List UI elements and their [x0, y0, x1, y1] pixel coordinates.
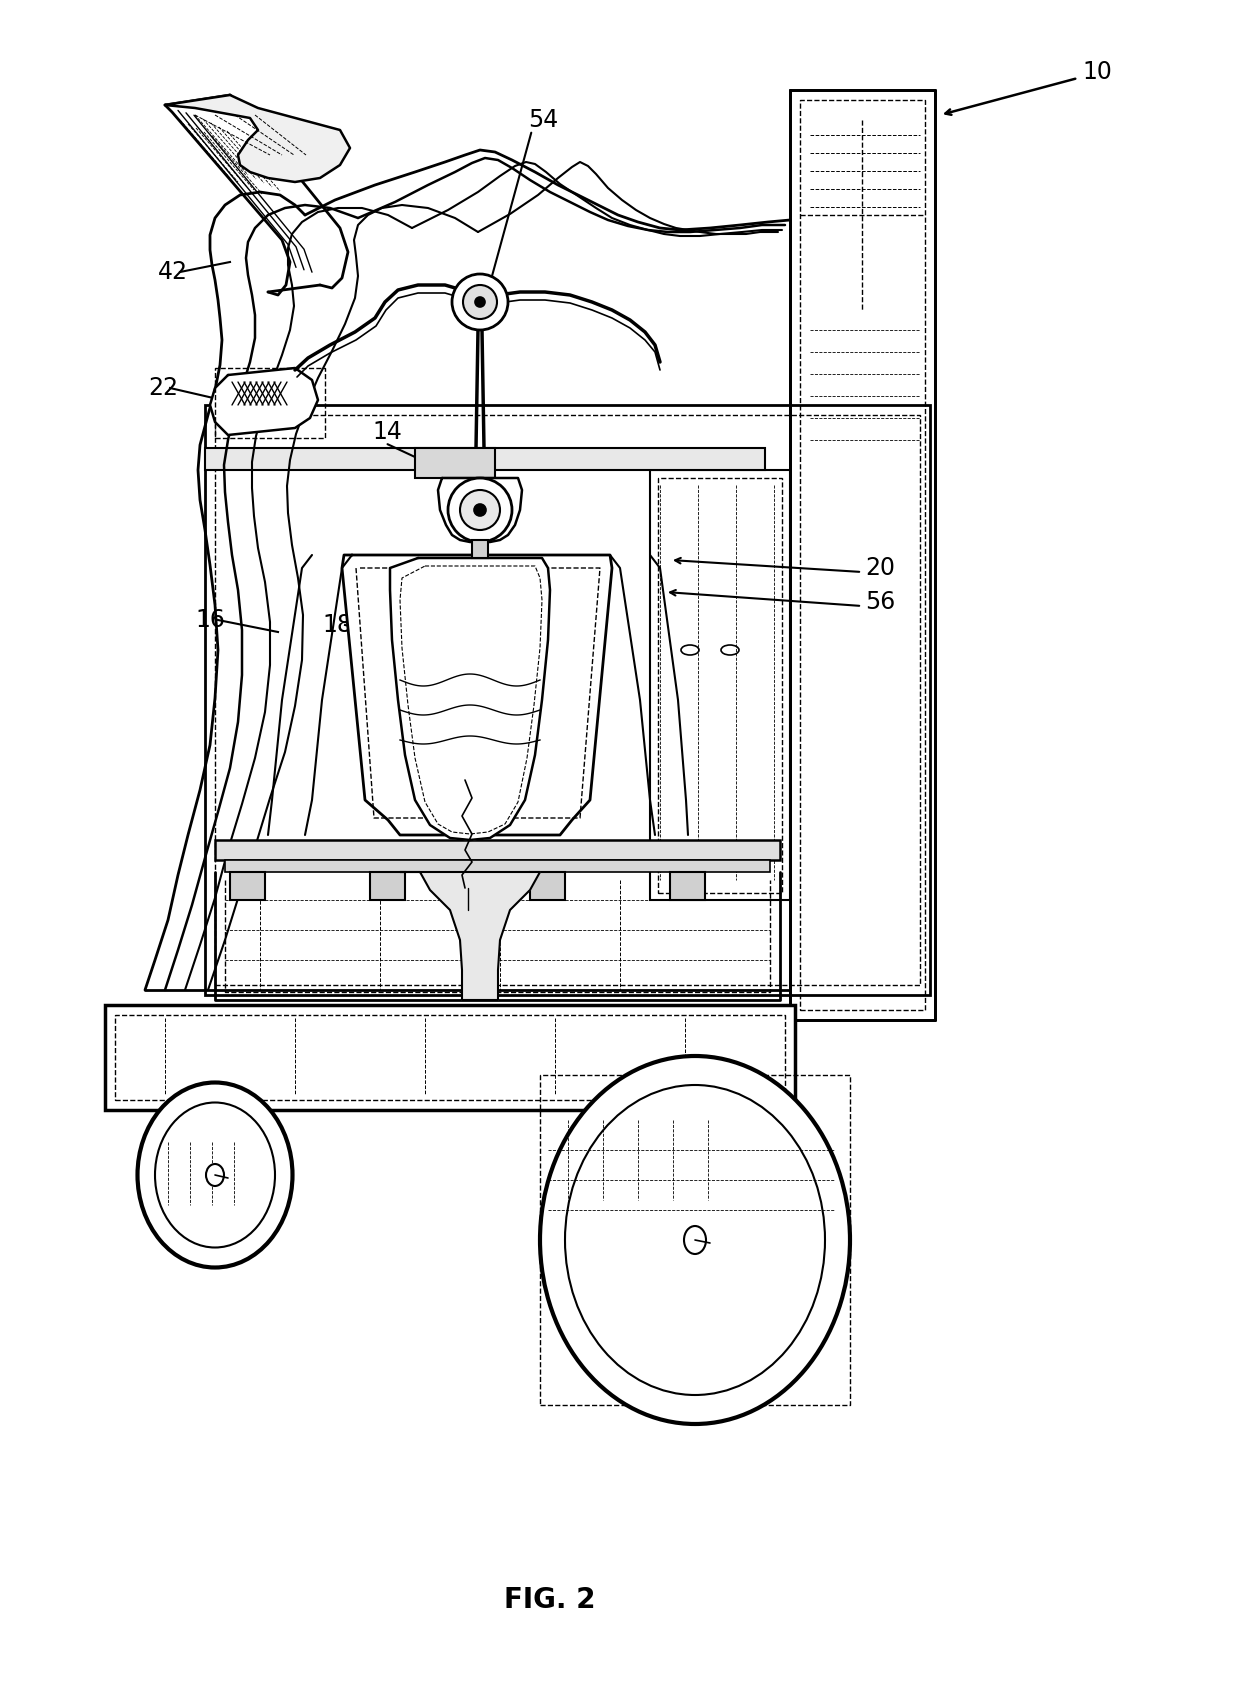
Circle shape [474, 504, 486, 516]
Bar [105, 1004, 795, 1110]
Bar [370, 871, 405, 900]
Polygon shape [342, 555, 613, 836]
Circle shape [460, 490, 500, 529]
Bar [215, 368, 325, 437]
Text: 14: 14 [372, 420, 402, 444]
Bar [529, 871, 565, 900]
Bar [229, 871, 265, 900]
Text: FIG. 2: FIG. 2 [505, 1586, 595, 1613]
Text: 54: 54 [528, 107, 558, 133]
Bar [115, 1014, 785, 1099]
Text: 20: 20 [866, 557, 895, 580]
Bar [224, 860, 770, 871]
Bar [658, 478, 782, 894]
Text: 56: 56 [866, 591, 895, 614]
Circle shape [463, 284, 497, 318]
Text: 18: 18 [322, 613, 352, 637]
Ellipse shape [206, 1164, 224, 1186]
Ellipse shape [539, 1055, 849, 1425]
Text: 16: 16 [195, 608, 224, 631]
Bar [800, 100, 925, 1009]
Ellipse shape [684, 1225, 706, 1254]
Polygon shape [165, 95, 350, 182]
Bar [650, 470, 790, 900]
Bar [415, 448, 495, 478]
Polygon shape [438, 478, 522, 541]
Text: 22: 22 [148, 376, 179, 400]
Polygon shape [790, 90, 935, 1019]
Bar [472, 540, 489, 558]
Polygon shape [391, 558, 551, 841]
Circle shape [475, 298, 485, 306]
Ellipse shape [138, 1082, 293, 1268]
Bar [205, 448, 765, 470]
Text: 10: 10 [1083, 60, 1112, 83]
Polygon shape [401, 871, 539, 1001]
Bar [215, 415, 920, 985]
Polygon shape [210, 368, 317, 436]
Bar [539, 1076, 849, 1404]
Circle shape [453, 274, 508, 330]
Bar [205, 405, 930, 996]
Text: 42: 42 [157, 260, 188, 284]
Bar [215, 841, 780, 860]
Bar [670, 871, 706, 900]
Circle shape [448, 478, 512, 541]
